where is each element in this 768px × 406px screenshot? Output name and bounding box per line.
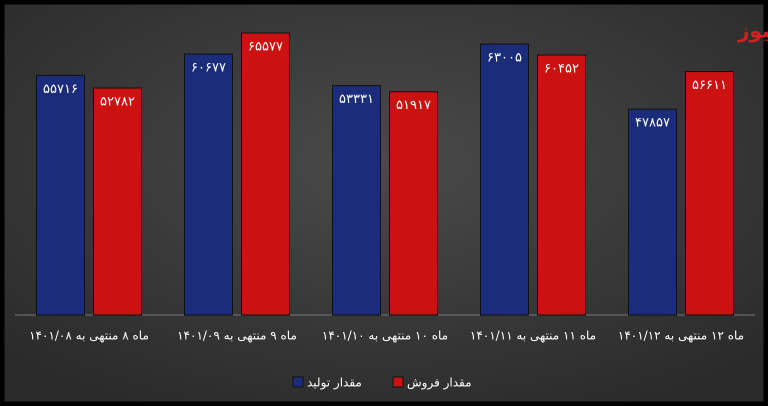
bar <box>241 32 290 316</box>
value-label: ۵۶۶۱۱ <box>692 78 727 93</box>
value-label: ۴۷۸۵۷ <box>635 116 670 131</box>
x-tick-label: ماه ۱۲ منتهی به ۱۴۰۱/۱۲ <box>618 329 744 343</box>
x-tick-label: ماه ۱۰ منتهی به ۱۴۰۱/۱۰ <box>322 329 448 343</box>
value-label: ۶۵۵۷۷ <box>248 40 283 55</box>
x-tick-label: ماه ۱۱ منتهی به ۱۴۰۱/۱۱ <box>470 329 596 343</box>
value-label: ۶۳۰۰۵ <box>487 51 522 66</box>
value-label: ۵۵۷۱۶ <box>43 82 78 97</box>
bar <box>389 91 438 316</box>
bar <box>628 108 677 316</box>
bar <box>93 87 142 316</box>
bar <box>685 71 734 316</box>
logo: تجارت نیوز <box>737 19 768 43</box>
value-label: ۶۰۴۵۲ <box>544 62 579 77</box>
bar <box>537 54 586 316</box>
bar <box>332 85 381 316</box>
value-label: ۵۳۳۳۱ <box>339 92 374 107</box>
legend-label: مقدار تولید <box>307 376 362 391</box>
legend-swatch <box>392 376 404 388</box>
legend-swatch <box>292 376 304 388</box>
value-label: ۶۰۶۷۷ <box>191 61 226 76</box>
value-label: ۵۱۹۱۷ <box>396 98 431 113</box>
value-label: ۵۲۷۸۲ <box>100 95 135 110</box>
bar <box>184 53 233 316</box>
legend-label: مقدار فروش <box>407 376 472 391</box>
bar <box>36 74 85 316</box>
bar <box>480 43 529 316</box>
x-tick-label: ماه ۹ منتهی به ۱۴۰۱/۰۹ <box>177 329 297 343</box>
x-tick-label: ماه ۸ منتهی به ۱۴۰۱/۰۸ <box>29 329 149 343</box>
